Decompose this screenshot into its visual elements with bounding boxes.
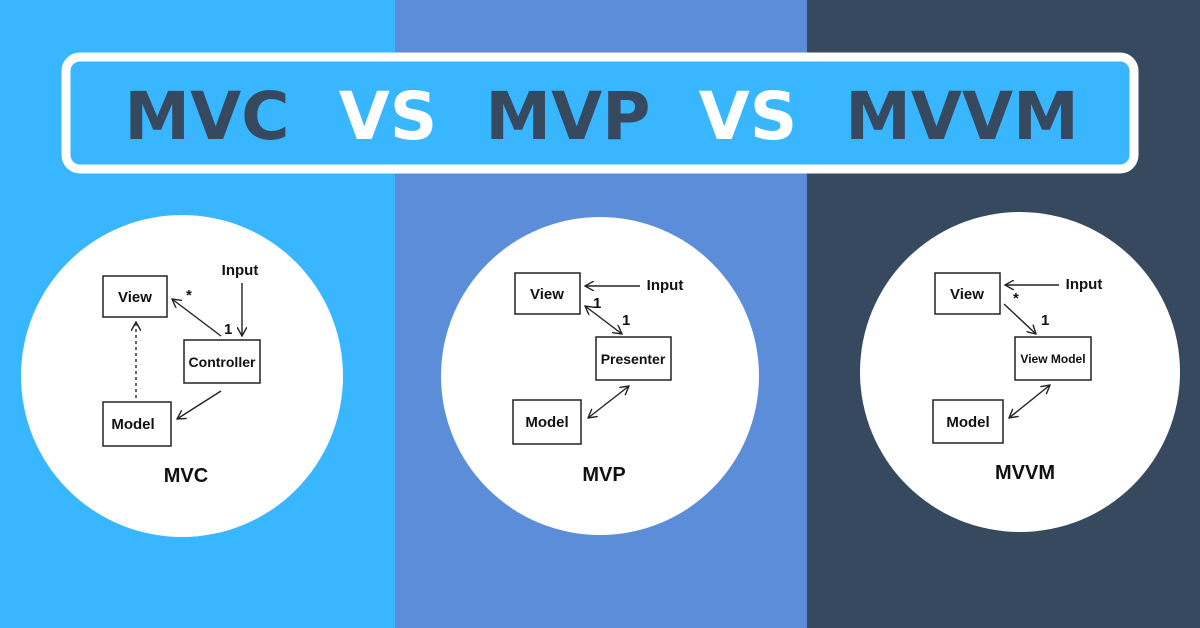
- mvp-one-b: 1: [622, 312, 630, 329]
- mvvm-input-label: Input: [1066, 276, 1103, 293]
- mvc-controller-label: Controller: [189, 354, 256, 370]
- mvc-one: 1: [224, 321, 232, 338]
- mvvm-star: *: [1013, 290, 1019, 307]
- mvp-input-label: Input: [647, 277, 684, 294]
- mvp-caption: MVP: [582, 464, 625, 486]
- mvvm-model-label: Model: [946, 414, 989, 431]
- mvc-diagram: View Controller Model Input * 1 MVC: [21, 215, 343, 537]
- mvc-view-label: View: [118, 289, 152, 306]
- mvp-model-label: Model: [525, 414, 568, 431]
- mvp-presenter-label: Presenter: [601, 351, 666, 367]
- title-mvc: MVC: [124, 78, 289, 155]
- mvc-input-label: Input: [222, 262, 259, 279]
- title-vs-2: VS: [699, 78, 798, 155]
- title-banner: [61, 52, 1139, 174]
- mvc-caption: MVC: [164, 465, 208, 487]
- mvc-model-label: Model: [111, 416, 154, 433]
- title-mvvm: MVVM: [845, 78, 1079, 155]
- mvvm-view-label: View: [950, 286, 984, 303]
- title-mvp: MVP: [485, 78, 650, 155]
- mvp-diagram: View Presenter Model Input 1 1 MVP: [441, 217, 759, 535]
- mvp-view-label: View: [530, 286, 564, 303]
- mvvm-caption: MVVM: [995, 462, 1055, 484]
- title-vs-1: VS: [339, 78, 438, 155]
- mvc-star: *: [186, 287, 192, 304]
- mvvm-one: 1: [1041, 312, 1049, 329]
- mvp-one-a: 1: [593, 295, 601, 312]
- mvvm-viewmodel-label: View Model: [1020, 352, 1085, 366]
- mvvm-diagram: View View Model Model Input * 1 MVVM: [860, 212, 1180, 532]
